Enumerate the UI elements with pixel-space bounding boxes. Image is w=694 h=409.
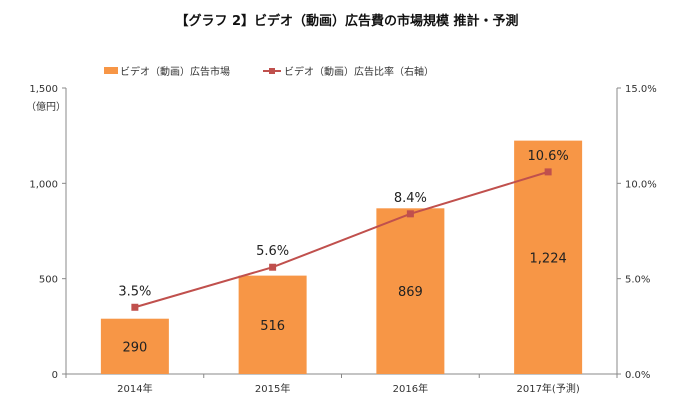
- line-point: [131, 304, 138, 311]
- y-axis-unit-label: （億円）: [26, 100, 66, 113]
- line-point: [269, 264, 276, 271]
- y2-tick-label: 0.0%: [625, 370, 650, 381]
- legend-bar-label: ビデオ（動画）広告市場: [120, 65, 230, 78]
- bar-value-label: 516: [260, 319, 285, 334]
- legend: ビデオ（動画）広告市場 ビデオ（動画）広告比率（右軸）: [104, 65, 434, 78]
- line-value-label: 8.4%: [394, 191, 427, 206]
- legend-line-marker: [269, 68, 275, 74]
- line-series: [135, 172, 548, 307]
- y2-tick-label: 15.0%: [625, 84, 657, 95]
- chart-area: ビデオ（動画）広告市場 ビデオ（動画）広告比率（右軸） （億円） 0 500 1,0…: [0, 0, 694, 409]
- legend-bar-swatch: [104, 67, 118, 74]
- x-category-label: 2017年(予測): [516, 382, 579, 395]
- y2-tick-label: 5.0%: [625, 275, 650, 286]
- legend-line-label: ビデオ（動画）広告比率（右軸）: [284, 65, 434, 78]
- line-point: [545, 168, 552, 175]
- bar-value-label: 290: [122, 340, 147, 355]
- x-category-label: 2015年: [255, 382, 290, 395]
- y-tick-label: 1,000: [29, 179, 58, 190]
- x-category-label: 2014年: [117, 382, 152, 395]
- y-tick-label: 1,500: [29, 84, 58, 95]
- chart-marks: 0 500 1,000 1,500 0.0% 5.0% 10.0% 15.0% 2014年 201…: [29, 84, 656, 395]
- x-category-label: 2016年: [393, 382, 428, 395]
- y2-tick-label: 10.0%: [625, 179, 657, 190]
- y-tick-label: 500: [39, 275, 58, 286]
- bar-value-label: 869: [398, 285, 423, 300]
- bar-value-label: 1,224: [530, 251, 567, 266]
- y-tick-label: 0: [52, 370, 58, 381]
- line-value-label: 5.6%: [256, 244, 289, 259]
- line-point: [407, 210, 414, 217]
- line-value-label: 3.5%: [118, 284, 151, 299]
- line-value-label: 10.6%: [527, 149, 568, 164]
